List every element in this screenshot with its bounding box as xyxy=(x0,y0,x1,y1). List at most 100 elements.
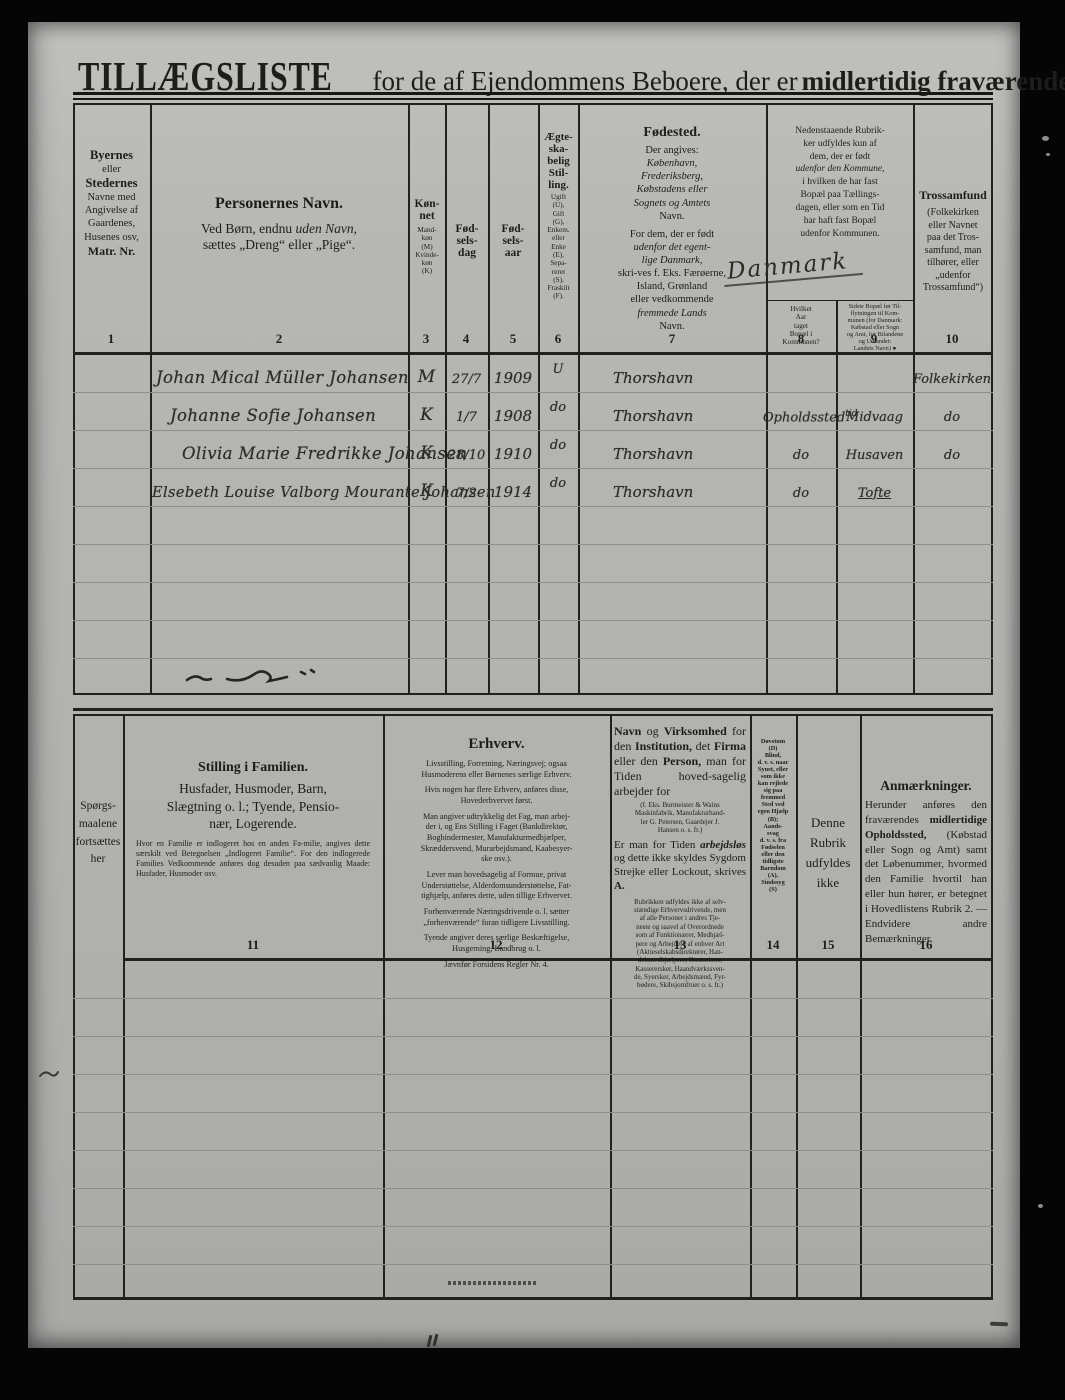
col6-sub: Ugift (U), Gift (G), Enkem. eller Enke (… xyxy=(547,193,570,301)
col7-text: skri-ves f. Eks. Færøerne, Island, Grønl… xyxy=(618,268,726,306)
header-bottom-rule xyxy=(123,958,993,961)
table-row: Olivia Marie Fredrikke Johansen K 28/10 … xyxy=(73,431,993,465)
lower-table: Spørgs- maalene fortsættes her Stilling … xyxy=(73,708,993,1300)
col13-italic: arbejdsløs xyxy=(700,838,746,851)
col13-paragraph: Er man for Tiden arbejdsløs og dette ikk… xyxy=(614,839,746,894)
col-number: 5 xyxy=(509,331,517,346)
col16-text: Herunder anføres den fraværendes xyxy=(865,799,987,826)
title-word: TILLÆGSLISTE xyxy=(78,53,333,99)
col4-header: Fød- sels- dag xyxy=(455,223,479,259)
col13-text: og dette ikke skyldes Sygdom Strejke ell… xyxy=(614,852,746,879)
scan-speck xyxy=(1042,136,1049,141)
col13-fineprint: (f. Eks. Burmeister & Wains Maskinfabrik… xyxy=(634,801,726,835)
sex-cell: K xyxy=(420,443,433,463)
col-number: 10 xyxy=(945,331,959,346)
scan-speck xyxy=(1046,153,1050,156)
printer-mark xyxy=(448,1281,536,1285)
col14-header: Døvstum (D) Blind, d. v. s. naar Synet, … xyxy=(757,738,789,893)
title-rule-thin xyxy=(73,98,993,100)
last-residence-cell: Midvaag xyxy=(846,410,903,425)
pen-mark xyxy=(426,1333,440,1348)
last-residence-cell: Tofte xyxy=(857,486,892,501)
birthplace-cell: Thorshavn xyxy=(613,407,694,425)
col-number: 13 xyxy=(673,937,687,952)
moved-superscript: tid xyxy=(845,408,858,419)
moved-text: Opholdssted xyxy=(763,410,846,425)
ruled-lines xyxy=(73,961,993,1295)
col13-text: for den xyxy=(614,724,746,753)
col3-header: Køn- net Mand- køn (M) Kvinde- køn (K) xyxy=(409,198,445,276)
col-number: 1 xyxy=(107,331,115,346)
status-cell: do xyxy=(549,400,567,415)
ruled-lines xyxy=(73,355,993,693)
status-cell: do xyxy=(549,438,567,453)
ink-dash xyxy=(989,1321,1009,1327)
col-number: 12 xyxy=(489,937,503,952)
col1-line: Byernes xyxy=(89,148,134,162)
birthplace-cell: Thorshavn xyxy=(613,369,694,387)
title-rule-thick xyxy=(73,92,993,95)
col2-title: Personernes Navn. xyxy=(215,195,343,212)
sex-cell: M xyxy=(417,367,436,387)
col12-text: Tyende angiver deres særlige Beskæftigel… xyxy=(423,933,570,953)
col-number: 7 xyxy=(668,331,676,346)
pen-check-mark xyxy=(39,1071,59,1077)
religion-cell: do xyxy=(943,410,961,425)
birthday-cell: 28/10 xyxy=(447,448,486,463)
birthyear-cell: 1914 xyxy=(493,483,533,501)
col3-title: Køn- net xyxy=(414,198,440,222)
col12-title: Erhverv. xyxy=(468,736,525,752)
col1-line: Matr. Nr. xyxy=(87,243,136,258)
name-cell: Johan Mical Müller Johansen xyxy=(156,368,409,387)
col12-header: Erhverv. Livsstilling, Forretning, Nærin… xyxy=(387,736,606,970)
col13-title: Navn og Virksomhed for den Institution, … xyxy=(614,724,746,799)
birthyear-cell: 1908 xyxy=(493,407,533,425)
col12-text: Livsstilling, Forretning, Næringsvej; og… xyxy=(421,759,572,779)
col13-bold: Institution, xyxy=(634,739,693,753)
col-number: 4 xyxy=(462,331,470,346)
birthday-cell: 1/7 xyxy=(456,410,477,425)
col2-text: Ved Børn, endnu xyxy=(201,221,296,236)
col10-title: Trossamfund xyxy=(919,188,987,202)
table-row: Elsebeth Louise Valborg Mourante Johanse… xyxy=(73,469,993,503)
col-number: 6 xyxy=(554,331,562,346)
col5-header: Fød- sels- aar xyxy=(501,223,525,259)
moved-cell: Opholdsstedtid xyxy=(763,409,858,425)
col10-sub: (Folkekirken eller Navnet paa det Tros- … xyxy=(922,207,984,293)
table-border-top-thin xyxy=(73,714,993,716)
col12-text: Hvis nogen har flere Erhverv, anføres di… xyxy=(424,785,569,805)
col-number: 15 xyxy=(821,937,835,952)
table-border-top xyxy=(73,103,993,105)
col1-line: eller xyxy=(102,164,121,175)
col13-bold: Person, xyxy=(662,754,702,768)
col7-header: Fødested. Der angives: København, Freder… xyxy=(583,125,761,333)
col89-text: i hvilken de har fast Bopæl paa Tællings… xyxy=(795,177,885,239)
col11-header: Stilling i Familien. Husfader, Husmoder,… xyxy=(128,760,378,879)
col16-bold: midlertidige Opholdssted, xyxy=(865,813,987,841)
col7-text: Navn. xyxy=(659,320,685,332)
col16-text: (Købstad eller Sogn og Amt) samt det Løb… xyxy=(865,828,987,945)
scanned-census-page: TILLÆGSLISTE for de af Ejendommens Beboe… xyxy=(28,22,1065,1348)
table-row: Johanne Sofie Johansen K 1/7 1908 do Tho… xyxy=(73,393,993,427)
col15-header: Denne Rubrik udfyldes ikke xyxy=(805,815,851,891)
col8-subheader: Hvilket Aar taget Bopæl i Kommunen? xyxy=(782,305,820,347)
col-number: 2 xyxy=(275,331,283,346)
col13-fineprint: Rubrikken udfyldes ikke af selv- stændig… xyxy=(633,897,727,990)
col13-bold: Firma xyxy=(714,739,746,753)
birthyear-cell: 1909 xyxy=(493,369,533,387)
col1-header: Byernes eller Stedernes Navne med Angive… xyxy=(75,148,148,259)
col12-text: Lever man hovedsagelig af Formue, privat… xyxy=(421,869,572,901)
col13-text: Er man for Tiden xyxy=(614,838,701,851)
col7-title: Fødested. xyxy=(643,125,701,140)
col12-text: Man angiver udtrykkelig det Fag, man arb… xyxy=(420,811,573,864)
header-bottom-rule xyxy=(73,352,993,355)
col13-header: Navn og Virksomhed for den Institution, … xyxy=(614,724,746,990)
sex-cell: K xyxy=(420,481,433,501)
col16-header: Anmærkninger. Herunder anføres den fravæ… xyxy=(865,778,987,946)
table-border-bottom xyxy=(73,693,993,695)
birthyear-cell: 1910 xyxy=(493,445,533,463)
col-number: 11 xyxy=(246,937,260,952)
religion-cell: Folkekirken xyxy=(913,372,992,387)
ink-squiggle xyxy=(185,668,316,684)
birthday-cell: 27/7 xyxy=(451,372,482,387)
